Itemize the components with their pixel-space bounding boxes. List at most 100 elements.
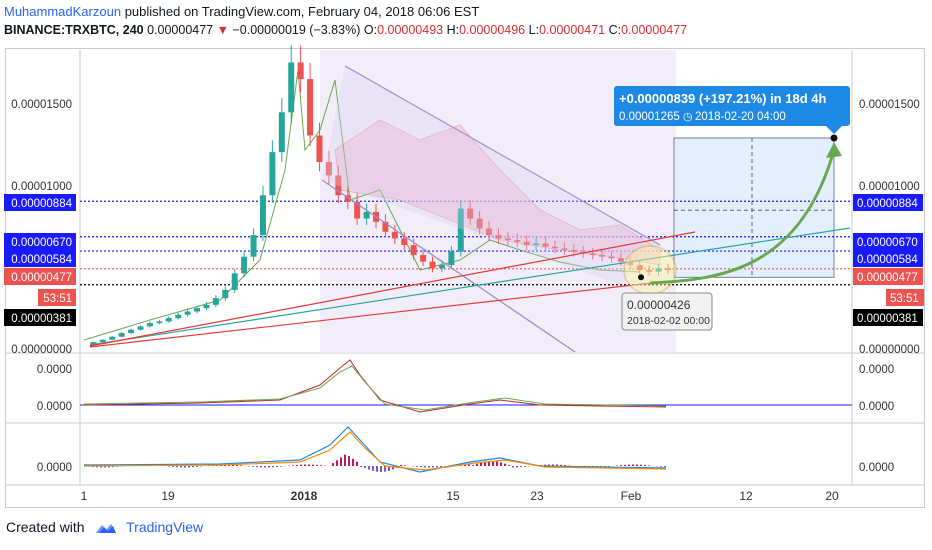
histogram-bar	[636, 464, 638, 466]
histogram-bar	[256, 466, 258, 468]
histogram-bar	[644, 465, 646, 466]
ichimoku-cloud	[334, 119, 661, 266]
histogram-bar	[332, 463, 334, 466]
close-value: 0.00000477	[621, 23, 688, 37]
histogram-bar	[564, 465, 566, 466]
candle-body	[495, 235, 502, 239]
histogram-bar	[176, 466, 178, 468]
histogram-bar	[116, 466, 118, 467]
histogram-bar	[276, 466, 278, 468]
histogram-bar	[304, 464, 306, 466]
histogram-bar	[312, 464, 314, 466]
price-label-left-text: 53:51	[43, 293, 72, 305]
candle-body	[165, 318, 172, 322]
lagging-span-line	[83, 69, 641, 341]
histogram-bar	[640, 464, 642, 466]
candle-body	[646, 269, 653, 272]
down-arrow-icon: ▼	[216, 23, 229, 37]
histogram-bar	[300, 464, 302, 466]
high-value: 0.00000496	[459, 23, 526, 37]
clock-icon: ◷	[683, 111, 693, 123]
histogram-bar	[660, 466, 662, 467]
histogram-bar	[608, 466, 610, 467]
x-tick-label: 2018	[291, 489, 318, 503]
candle-body	[278, 112, 285, 153]
histogram-bar	[260, 466, 262, 468]
histogram-bar	[192, 466, 194, 468]
histogram-bar	[92, 466, 94, 468]
callout-target-price: 0.00001265	[619, 111, 680, 123]
candle-body	[231, 273, 238, 290]
x-tick-label: 15	[446, 489, 460, 503]
price-label-right	[853, 250, 923, 267]
histogram-bar	[480, 462, 482, 466]
tooltip-box	[621, 292, 713, 331]
price-label-left	[4, 194, 76, 211]
trend-line-red-lower	[89, 281, 661, 348]
open-label: O:	[363, 23, 378, 37]
candle-body	[665, 268, 671, 270]
candle-body	[486, 228, 493, 236]
candle-body	[533, 243, 540, 246]
footer: Created with TradingView	[6, 519, 203, 535]
y-tick-label-right: 0.00000000	[859, 344, 920, 356]
x-tick-label: 1	[81, 489, 88, 503]
price-label-left-text: 0.00000477	[11, 272, 72, 284]
candle-body	[146, 323, 153, 327]
price-label-left	[4, 309, 76, 326]
osc1-line-green	[83, 365, 667, 411]
histogram-bar	[392, 466, 394, 470]
candle-body	[354, 201, 361, 219]
histogram-bar	[492, 461, 494, 466]
candle-body	[156, 321, 163, 324]
candle-body	[617, 258, 624, 262]
histogram-bar	[344, 454, 346, 466]
candle-body	[241, 256, 248, 274]
histogram-bar	[548, 464, 550, 466]
target-point	[830, 134, 838, 142]
low-label: L:	[528, 23, 540, 37]
candle-body	[175, 314, 182, 319]
callout-pointer	[826, 126, 842, 134]
candle-body	[382, 221, 389, 232]
histogram-bar	[188, 466, 190, 468]
histogram-bar	[196, 466, 198, 467]
histogram-bar	[484, 461, 486, 466]
author-link[interactable]: MuhammadKarzoun	[4, 4, 122, 19]
osc1-tick-left: 0.0000	[37, 364, 72, 376]
symbol-name: BINANCE:TRXBTC, 240	[4, 23, 144, 37]
low-value: 0.00000471	[539, 23, 606, 37]
histogram-bar	[240, 465, 242, 466]
candle-body	[335, 175, 342, 196]
osc1-tick-right: 0.0000	[859, 364, 894, 376]
histogram-bar	[544, 464, 546, 466]
x-tick-label: 20	[825, 489, 839, 503]
tradingview-logo-icon	[96, 524, 117, 534]
histogram-bar	[628, 464, 630, 466]
histogram-bar	[308, 464, 310, 466]
histogram-bar	[648, 465, 650, 466]
histogram-bar	[184, 466, 186, 468]
tradingview-link[interactable]: TradingView	[126, 519, 204, 535]
candle-body	[589, 253, 596, 256]
channel-fill	[322, 66, 660, 285]
histogram-bar	[356, 461, 358, 466]
candle-body	[118, 333, 125, 337]
published-text: published on TradingView.com, February 0…	[124, 4, 480, 19]
highlight-circle	[623, 245, 677, 295]
histogram-bar	[500, 462, 502, 466]
candle-body	[504, 238, 511, 241]
histogram-bar	[516, 466, 518, 468]
price-label-right	[853, 194, 923, 211]
y-tick-label-left: 0.00000000	[11, 344, 72, 356]
created-with-text: Created with	[6, 519, 85, 535]
candle-body	[636, 265, 643, 270]
price-label-left-text: 0.00000584	[11, 254, 72, 266]
histogram-bar	[108, 466, 110, 468]
histogram-bar	[556, 464, 558, 466]
price-change: −0.00000019 (−3.83%)	[232, 23, 361, 37]
candle-body	[212, 298, 219, 305]
symbol-line: BINANCE:TRXBTC, 240 0.00000477 ▼ −0.0000…	[4, 23, 687, 37]
candle-body	[222, 289, 229, 299]
